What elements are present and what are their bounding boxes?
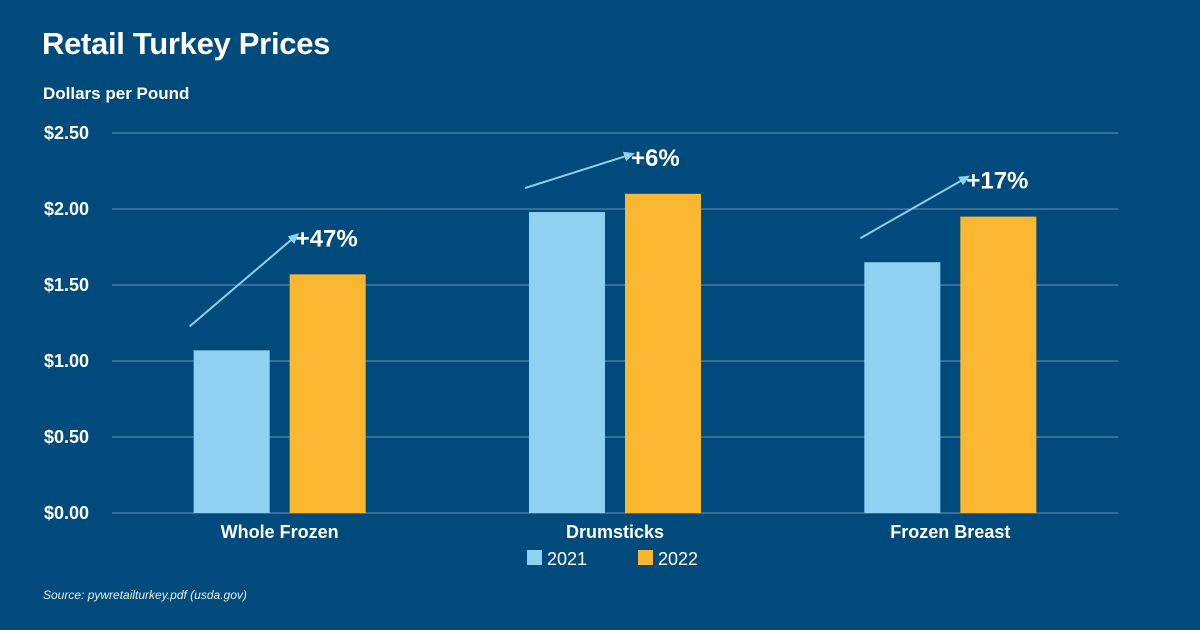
y-axis-label: Dollars per Pound (43, 84, 190, 103)
legend: 2021 2022 (527, 549, 698, 569)
bar-2021 (864, 262, 941, 513)
bar-2021 (529, 212, 605, 514)
chart-title: Retail Turkey Prices (42, 26, 331, 61)
source-note: Source: pywretailturkey.pdf (usda.gov) (43, 588, 247, 602)
bars (193, 193, 1037, 514)
legend-swatch-2021 (527, 550, 542, 565)
y-tick-label: $0.00 (44, 503, 89, 523)
y-tick-label: $1.50 (44, 275, 89, 295)
growth-annotation: +17% (966, 168, 1028, 195)
growth-arrow (524, 151, 635, 189)
bar-2022 (289, 274, 366, 513)
bar-2022 (960, 216, 1037, 513)
y-tick-label: $1.00 (44, 351, 89, 371)
legend-swatch-2022 (638, 550, 653, 565)
x-tick-label: Frozen Breast (890, 522, 1010, 542)
growth-annotation: +47% (296, 225, 358, 252)
bar-2021 (193, 350, 270, 513)
growth-arrow (189, 233, 300, 328)
growth-arrows (189, 151, 971, 328)
x-tick-labels: Whole Frozen Drumsticks Frozen Breast (221, 522, 1011, 542)
y-tick-label: $2.50 (44, 123, 89, 143)
x-tick-label: Drumsticks (566, 522, 664, 542)
legend-label-2021: 2021 (547, 549, 587, 569)
growth-annotation: +6% (631, 145, 680, 172)
legend-label-2022: 2022 (658, 549, 698, 569)
bar-2022 (625, 193, 701, 514)
x-tick-label: Whole Frozen (221, 522, 339, 542)
gridlines (112, 132, 1118, 514)
growth-annotations: +47% +6% +17% (296, 145, 1029, 253)
growth-arrow (859, 175, 971, 240)
y-tick-labels: $0.00 $0.50 $1.00 $1.50 $2.00 $2.50 (44, 123, 89, 523)
y-tick-label: $2.00 (44, 199, 89, 219)
y-tick-label: $0.50 (44, 427, 89, 447)
